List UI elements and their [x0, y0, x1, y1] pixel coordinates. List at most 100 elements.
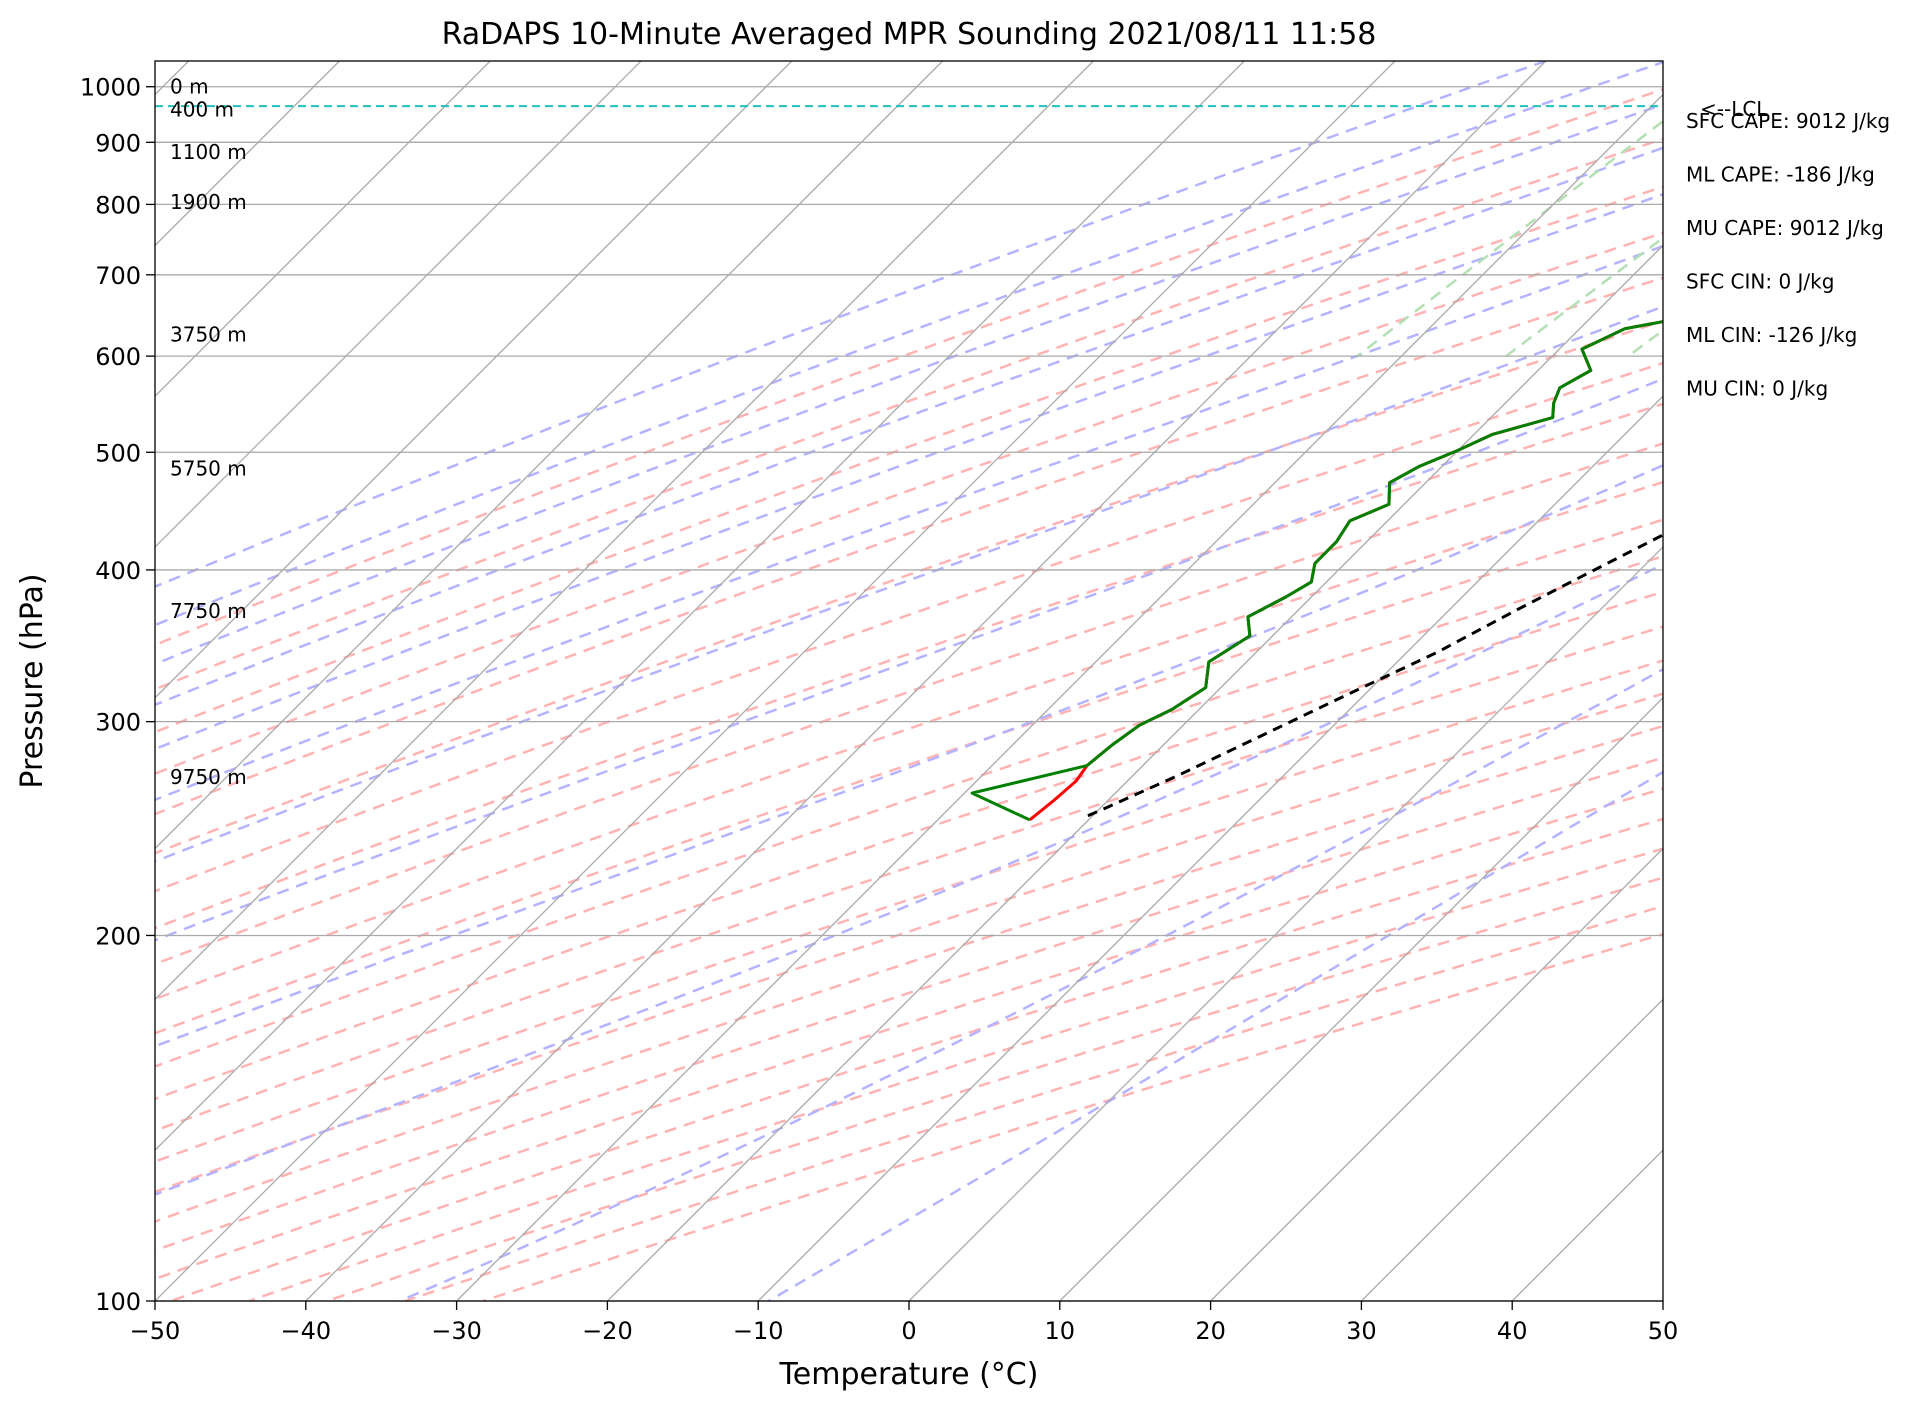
isotherm	[757, 395, 1663, 1301]
mixing-ratio-line	[1505, 236, 1663, 358]
isotherm	[456, 93, 1663, 1301]
moist-adiabat	[155, 463, 1663, 1048]
annotation-text: ML CAPE: -186 J/kg	[1686, 163, 1875, 187]
moist-adiabat	[155, 146, 1663, 707]
dry-adiabat	[155, 756, 1663, 1252]
moist-adiabat	[155, 61, 1663, 627]
moist-adiabat	[399, 667, 1663, 1301]
dry-adiabat	[155, 442, 1663, 966]
dry-adiabat	[482, 932, 1663, 1301]
x-tick-label: 20	[1195, 1317, 1226, 1345]
isotherm	[908, 546, 1663, 1301]
lcl-marker: <--LCL	[155, 97, 1768, 121]
moist-adiabat	[155, 192, 1663, 751]
dry-adiabat	[155, 787, 1663, 1281]
isotherm	[305, 61, 1547, 1301]
dry-adiabat	[155, 319, 1663, 855]
y-axis-label: Pressure (hPa)	[15, 573, 50, 788]
isotherm	[606, 244, 1663, 1301]
y-tick-label: 300	[95, 709, 141, 737]
height-label: 3750 m	[170, 323, 247, 347]
dry-adiabat	[155, 361, 1663, 893]
dry-adiabat	[326, 876, 1663, 1301]
chart-title: RaDAPS 10-Minute Averaged MPR Sounding 2…	[442, 17, 1377, 52]
x-tick-label: −30	[431, 1317, 482, 1345]
height-label: 1900 m	[170, 190, 247, 214]
isotherm	[155, 61, 642, 548]
x-tick-label: −20	[582, 1317, 633, 1345]
lcl-label: <--LCL	[1700, 97, 1768, 121]
dry-adiabat	[155, 276, 1663, 816]
series-line-2	[1082, 533, 1663, 820]
height-label: 400 m	[170, 97, 234, 121]
y-tick-label: 500	[95, 439, 141, 467]
dry-adiabat	[155, 590, 1663, 1101]
annotation-text: MU CIN: 0 J/kg	[1686, 377, 1828, 401]
x-tick-label: 40	[1497, 1317, 1528, 1345]
dry-adiabat	[155, 137, 1663, 691]
isotherm	[155, 61, 944, 850]
isotherm	[1210, 847, 1663, 1301]
isotherm	[1511, 1149, 1663, 1301]
annotation-text: SFC CAPE: 9012 J/kg	[1686, 109, 1890, 133]
moist-adiabat	[155, 61, 1547, 588]
isotherm	[155, 61, 491, 398]
isotherm	[155, 61, 1094, 1001]
x-tick-label: −40	[280, 1317, 331, 1345]
dry-adiabat	[155, 402, 1663, 930]
mixing-ratio-line	[1900, 61, 1925, 356]
height-label: 5750 m	[170, 456, 247, 480]
series-group	[970, 320, 1663, 822]
moist-adiabat	[155, 563, 1663, 1196]
background-reference-lines	[155, 61, 1925, 1301]
x-tick-label: 10	[1045, 1317, 1076, 1345]
annotation-text: SFC CIN: 0 J/kg	[1686, 270, 1834, 294]
y-tick-label: 100	[95, 1288, 141, 1316]
x-tick-label: 50	[1648, 1317, 1679, 1345]
annotation-text: MU CAPE: 9012 J/kg	[1686, 216, 1884, 240]
height-label: 0 m	[170, 75, 209, 99]
dry-adiabat	[155, 518, 1663, 1035]
y-tick-label: 800	[95, 191, 141, 219]
moist-adiabat	[155, 377, 1663, 942]
x-tick-label: 30	[1346, 1317, 1377, 1345]
series-line-1	[970, 320, 1663, 822]
mixing-ratio-line	[1356, 119, 1663, 358]
stability-annotations: SFC CAPE: 9012 J/kg ML CAPE: -186 J/kg MU …	[1686, 109, 1890, 401]
height-label: 7750 m	[170, 599, 247, 623]
moist-adiabat	[155, 244, 1663, 802]
dry-adiabat	[155, 625, 1663, 1132]
grid	[155, 86, 1663, 1302]
height-label: 1100 m	[170, 140, 247, 164]
dry-adiabat	[155, 231, 1663, 776]
y-tick-label: 600	[95, 343, 141, 371]
dry-adiabat	[155, 480, 1663, 1001]
y-tick-label: 700	[95, 262, 141, 290]
x-tick-label: 0	[901, 1317, 916, 1345]
isotherm	[1360, 998, 1663, 1301]
y-tick-label: 1000	[80, 74, 141, 102]
isotherm	[155, 61, 340, 247]
plot-frame	[154, 60, 1664, 1302]
annotation-text: ML CIN: -126 J/kg	[1686, 323, 1857, 347]
isotherm	[155, 61, 1245, 1152]
y-tick-label: 200	[95, 922, 141, 950]
x-tick-label: −50	[130, 1317, 181, 1345]
dry-adiabat	[155, 88, 1663, 647]
x-axis-label: Temperature (°C)	[779, 1357, 1039, 1392]
y-tick-label: 900	[95, 129, 141, 157]
mixing-ratio-line	[1627, 328, 1663, 358]
dry-adiabat	[155, 659, 1663, 1163]
isotherm	[155, 61, 1396, 1301]
moist-adiabat	[155, 305, 1663, 863]
mixing-ratio-line	[1804, 61, 1925, 356]
isotherm	[155, 61, 793, 699]
dry-adiabat	[155, 692, 1663, 1194]
dry-adiabat	[155, 724, 1663, 1223]
y-tick-label: 400	[95, 557, 141, 585]
moist-adiabat	[155, 103, 1663, 666]
dry-adiabat	[155, 554, 1663, 1068]
isotherm	[1059, 696, 1663, 1301]
